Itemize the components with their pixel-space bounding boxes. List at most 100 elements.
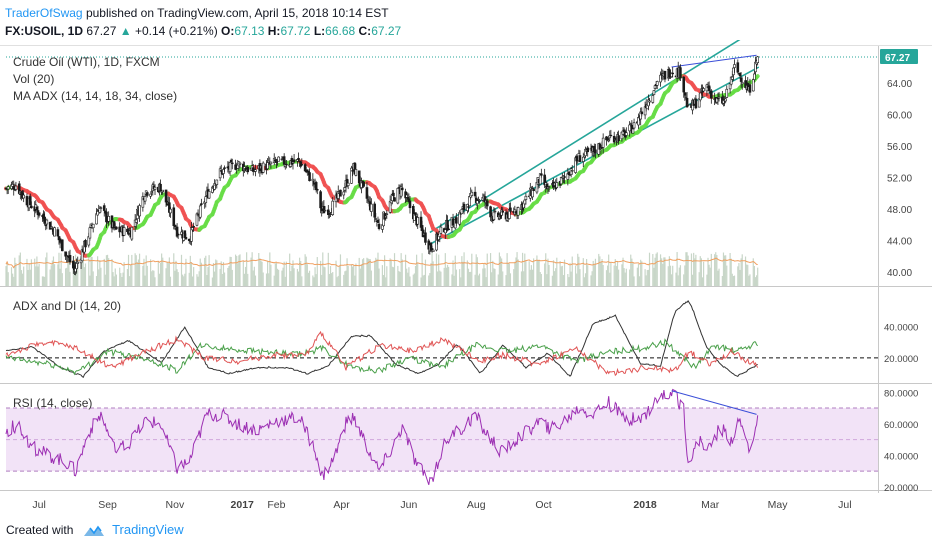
volume-bar	[616, 261, 619, 286]
volume-bar	[408, 267, 410, 286]
candle	[22, 190, 25, 203]
volume-bar	[633, 276, 635, 286]
volume-bar	[220, 261, 222, 286]
volume-bar	[115, 274, 117, 286]
author-link[interactable]: TraderOfSwag	[5, 6, 83, 20]
candle-body	[408, 200, 412, 209]
volume-bar	[729, 252, 731, 286]
close-label: C:	[358, 24, 372, 38]
volume-bar	[428, 275, 430, 286]
volume-bar	[435, 253, 438, 286]
volume-bar	[484, 268, 486, 286]
candle-body	[315, 189, 319, 191]
volume-bar	[470, 271, 472, 286]
close-value: 67.27	[371, 24, 402, 38]
candle-body	[748, 84, 752, 93]
volume-bar	[641, 261, 643, 286]
candle-body	[547, 186, 551, 188]
volume-bar	[537, 260, 539, 286]
candle-body	[447, 228, 450, 231]
volume-bar	[343, 274, 345, 286]
candle	[37, 212, 41, 218]
volume-bar	[551, 275, 553, 286]
candle-body	[705, 84, 709, 92]
volume-bar	[698, 272, 700, 286]
volume-bar	[354, 275, 356, 286]
candle-body	[710, 90, 713, 99]
volume-bar	[637, 263, 640, 286]
volume-bar	[253, 266, 255, 286]
candle-body	[319, 191, 322, 209]
candle-body	[684, 96, 688, 99]
volume-bar	[381, 265, 383, 286]
volume-bar	[463, 252, 465, 286]
candle-body	[655, 81, 659, 86]
volume-bar	[407, 272, 409, 286]
volume-bar	[530, 265, 533, 286]
candle-body	[45, 219, 49, 225]
time-tick-label: Sep	[98, 499, 117, 511]
volume-bar	[41, 276, 44, 286]
candle-body	[640, 111, 644, 115]
volume-bar	[482, 268, 484, 286]
candle	[115, 226, 118, 230]
volume-bar	[440, 271, 442, 286]
tradingview-brand-link[interactable]: TradingView	[112, 522, 184, 537]
candle-body	[169, 208, 172, 214]
chart-svg[interactable]: 40.00 44.00 48.00 52.00 56.00 60.00 64.00 20.00…	[0, 26, 932, 518]
volume-bar	[538, 259, 540, 286]
volume-bar	[509, 273, 512, 286]
candle	[254, 164, 257, 177]
candle-body	[683, 92, 687, 96]
high-value: 67.72	[280, 24, 311, 38]
volume-bar	[216, 260, 218, 286]
candle-body	[756, 56, 759, 63]
volume-bar	[366, 257, 368, 286]
volume-bar	[386, 266, 388, 286]
candle-body	[35, 206, 39, 211]
candle-body	[107, 216, 110, 222]
volume-bar	[230, 256, 232, 286]
volume-bar	[420, 277, 422, 286]
candle-body	[628, 124, 631, 132]
candle-body	[343, 187, 347, 191]
volume-bar	[83, 267, 85, 286]
volume-bar	[590, 275, 592, 286]
volume-bar	[648, 252, 651, 286]
candle-body	[416, 217, 420, 225]
candle-body	[462, 203, 466, 211]
candle-body	[509, 207, 512, 212]
candle	[733, 59, 736, 73]
volume-bar	[636, 267, 638, 286]
volume-bar	[506, 253, 508, 286]
volume-bar	[378, 268, 380, 286]
candle-body	[384, 215, 388, 218]
volume-bar	[448, 266, 450, 286]
candle	[717, 92, 721, 102]
candle	[631, 128, 635, 134]
volume-bar	[18, 255, 20, 286]
volume-bar	[57, 264, 59, 286]
volume-bar	[174, 270, 176, 286]
candle-body	[96, 211, 99, 216]
volume-bar	[175, 260, 177, 286]
candle	[756, 55, 759, 66]
candle-body	[314, 182, 318, 191]
candle-body	[730, 76, 734, 80]
candle	[586, 145, 590, 157]
volume-bar	[493, 268, 495, 286]
candle	[476, 199, 479, 210]
volume-bar	[545, 253, 547, 286]
volume-bar	[120, 273, 122, 286]
volume-bar	[598, 253, 600, 286]
candle	[207, 188, 211, 200]
time-tick-label: Aug	[467, 499, 486, 511]
candle	[555, 177, 559, 189]
volume-bar	[337, 275, 339, 286]
chart-area[interactable]: 40.00 44.00 48.00 52.00 56.00 60.00 64.00 20.00…	[0, 26, 932, 518]
volume-bar	[136, 262, 138, 286]
volume-bar	[409, 276, 411, 286]
candle-body	[578, 155, 582, 162]
volume-bar	[65, 268, 67, 286]
volume-bar	[647, 269, 650, 286]
